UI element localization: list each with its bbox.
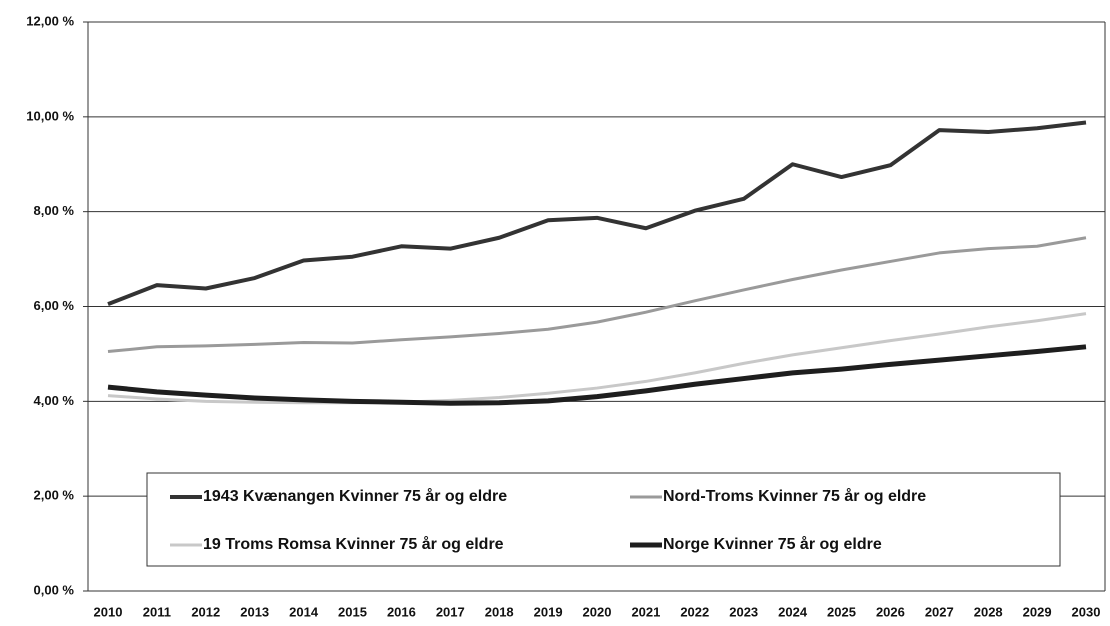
y-tick-label: 12,00 % <box>26 13 74 28</box>
x-tick-label: 2028 <box>974 604 1003 619</box>
x-tick-label: 2024 <box>778 604 808 619</box>
x-tick-label: 2015 <box>338 604 367 619</box>
x-tick-label: 2022 <box>680 604 709 619</box>
x-tick-label: 2017 <box>436 604 465 619</box>
legend-label: 19 Troms Romsa Kvinner 75 år og eldre <box>203 535 504 553</box>
x-tick-label: 2020 <box>583 604 612 619</box>
x-tick-label: 2013 <box>240 604 269 619</box>
x-tick-label: 2029 <box>1023 604 1052 619</box>
series-line <box>107 236 1087 354</box>
x-tick-label: 2023 <box>729 604 758 619</box>
x-tick-label: 2016 <box>387 604 416 619</box>
x-tick-label: 2011 <box>143 604 171 619</box>
x-tick-label: 2027 <box>925 604 954 619</box>
y-tick-label: 4,00 % <box>34 393 75 408</box>
x-tick-label: 2026 <box>876 604 905 619</box>
x-tick-label: 2018 <box>485 604 514 619</box>
x-tick-label: 2030 <box>1072 604 1101 619</box>
legend <box>146 472 1061 567</box>
legend-label: 1943 Kvænangen Kvinner 75 år og eldre <box>203 487 507 505</box>
series-line <box>107 120 1087 306</box>
x-tick-label: 2025 <box>827 604 856 619</box>
x-tick-label: 2012 <box>191 604 220 619</box>
y-tick-label: 6,00 % <box>34 298 75 313</box>
series-line <box>107 344 1087 406</box>
x-tick-label: 2021 <box>631 604 660 619</box>
y-tick-label: 8,00 % <box>34 203 75 218</box>
x-tick-label: 2019 <box>534 604 563 619</box>
x-tick-label: 2014 <box>289 604 319 619</box>
legend-label: Norge Kvinner 75 år og eldre <box>663 535 882 553</box>
x-tick-label: 2010 <box>94 604 123 619</box>
series-line <box>107 312 1087 405</box>
y-tick-label: 10,00 % <box>26 108 74 123</box>
y-tick-label: 0,00 % <box>34 582 75 597</box>
legend-label: Nord-Troms Kvinner 75 år og eldre <box>663 487 926 505</box>
y-tick-label: 2,00 % <box>34 488 75 503</box>
